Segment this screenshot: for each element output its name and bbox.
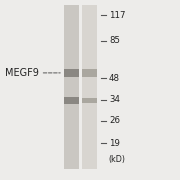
Text: MEGF9: MEGF9 — [5, 68, 39, 78]
Text: 19: 19 — [109, 139, 120, 148]
Bar — [82, 69, 97, 76]
Text: 117: 117 — [109, 11, 125, 20]
Bar — [82, 5, 97, 169]
Text: 48: 48 — [109, 74, 120, 83]
Text: 34: 34 — [109, 95, 120, 104]
Text: (kD): (kD) — [108, 155, 125, 164]
Bar — [64, 97, 79, 104]
Bar — [64, 69, 79, 77]
Bar — [82, 98, 97, 103]
Text: 26: 26 — [109, 116, 120, 125]
Text: 85: 85 — [109, 36, 120, 45]
Bar — [64, 5, 79, 169]
